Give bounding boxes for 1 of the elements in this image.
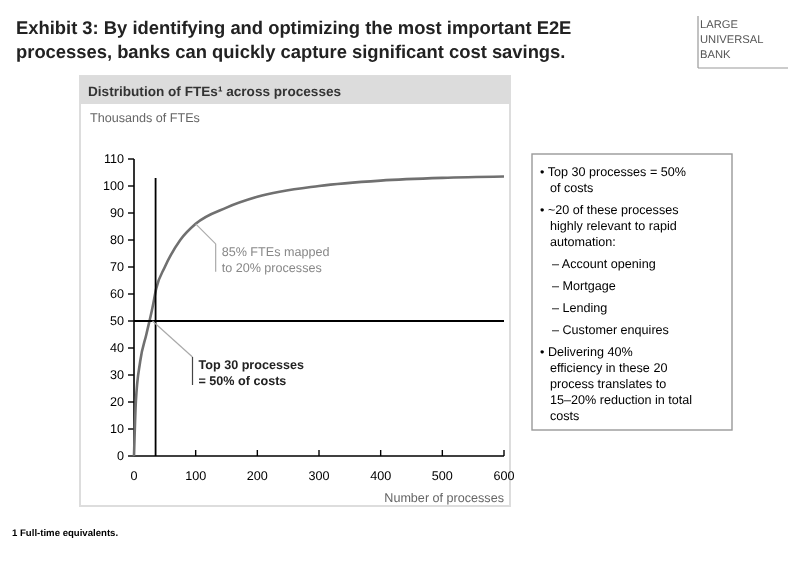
chart-title: Exhibit 3: By identifying and optimizing the most important E2E processes, banks can quickly capture significant cost savings. <box>16 18 572 62</box>
